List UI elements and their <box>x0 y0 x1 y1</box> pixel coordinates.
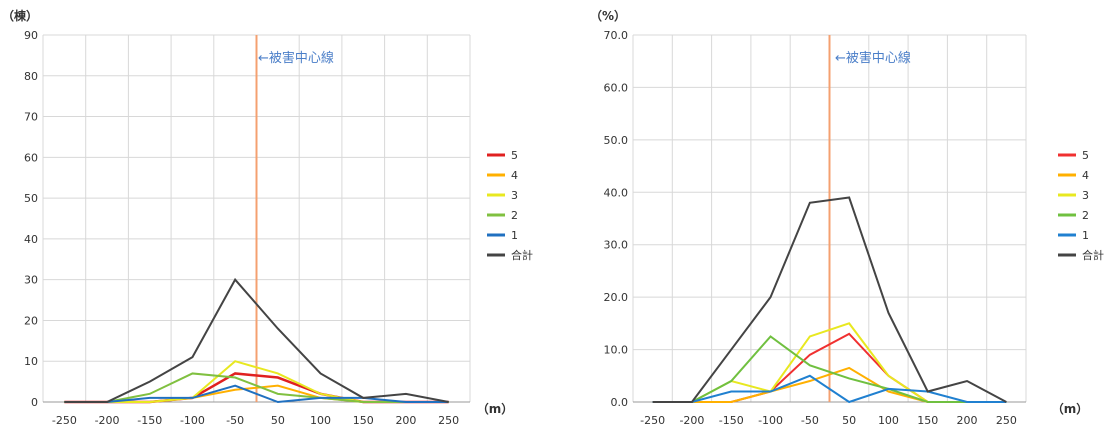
y-tick-label: 60 <box>24 151 38 164</box>
right-chart: （%） （m） 0.0 10.0 20.0 30.0 40.0 50.0 60.0 70.0 -25… <box>590 8 1104 427</box>
legend-label: 5 <box>1082 149 1089 162</box>
x-tick-label: 50 <box>842 414 856 427</box>
y-tick-label: 70 <box>24 111 38 124</box>
y-tick-label: 60.0 <box>604 81 629 94</box>
y-tick-label: 20 <box>24 314 38 327</box>
x-tick-label: -100 <box>180 414 205 427</box>
legend-label: 2 <box>1082 209 1089 222</box>
x-tick-label: -200 <box>95 414 120 427</box>
y-unit-label: （%） <box>590 8 626 23</box>
legend-label: 4 <box>511 169 518 182</box>
x-tick-label: 250 <box>438 414 459 427</box>
y-tick-label: 10.0 <box>604 344 629 357</box>
x-tick-label: -150 <box>137 414 162 427</box>
legend-label: 2 <box>511 209 518 222</box>
x-tick-label: 150 <box>353 414 374 427</box>
y-tick-label: 10 <box>24 355 38 368</box>
series-line-合計 <box>64 277 449 403</box>
x-unit-label: （m） <box>1052 401 1089 416</box>
series-line-1 <box>64 384 449 404</box>
x-tick-label: 50 <box>271 414 285 427</box>
y-tick-label: 70.0 <box>604 29 629 42</box>
y-tick-label: 80 <box>24 70 38 83</box>
x-tick-label: 200 <box>957 414 978 427</box>
x-tick-label: 100 <box>310 414 331 427</box>
x-tick-label: -250 <box>640 414 665 427</box>
series-line-2 <box>64 372 449 403</box>
x-tick-label: 200 <box>395 414 416 427</box>
legend-label: 3 <box>511 189 518 202</box>
y-tick-label: 30.0 <box>604 239 629 252</box>
x-tick-label: -200 <box>679 414 704 427</box>
y-tick-label: 30 <box>24 274 38 287</box>
series-line-2 <box>652 335 1007 403</box>
y-tick-label: 50 <box>24 192 38 205</box>
legend-label: 5 <box>511 149 518 162</box>
legend-label: 1 <box>1082 229 1089 242</box>
x-tick-label: 100 <box>878 414 899 427</box>
x-tick-label: -50 <box>801 414 819 427</box>
y-tick-label: 40.0 <box>604 186 629 199</box>
y-tick-label: 20.0 <box>604 291 629 304</box>
y-tick-label: 0 <box>31 396 38 409</box>
center-line-label: ←被害中心線 <box>258 50 334 66</box>
y-tick-label: 40 <box>24 233 38 246</box>
legend-label: 合計 <box>511 248 533 262</box>
series-line-合計 <box>652 196 1007 403</box>
x-tick-label: 150 <box>917 414 938 427</box>
x-tick-label: -100 <box>758 414 783 427</box>
legend-label: 3 <box>1082 189 1089 202</box>
series-line-1 <box>652 374 1007 404</box>
legend-label: 1 <box>511 229 518 242</box>
x-tick-label: -250 <box>52 414 77 427</box>
y-tick-label: 90 <box>24 29 38 42</box>
y-unit-label: （棟） <box>2 8 38 23</box>
legend-label: 合計 <box>1082 248 1104 262</box>
x-tick-label: -50 <box>226 414 244 427</box>
left-chart: （棟） （m） 0 10 20 30 40 50 60 70 80 90 -250 -200 -150 -10… <box>2 8 533 427</box>
y-tick-label: 50.0 <box>604 134 629 147</box>
legend-label: 4 <box>1082 169 1089 182</box>
x-tick-label: 250 <box>996 414 1017 427</box>
x-tick-label: -150 <box>719 414 744 427</box>
x-unit-label: （m） <box>477 401 514 416</box>
y-tick-label: 0.0 <box>611 396 629 409</box>
center-line-label: ←被害中心線 <box>835 50 911 66</box>
